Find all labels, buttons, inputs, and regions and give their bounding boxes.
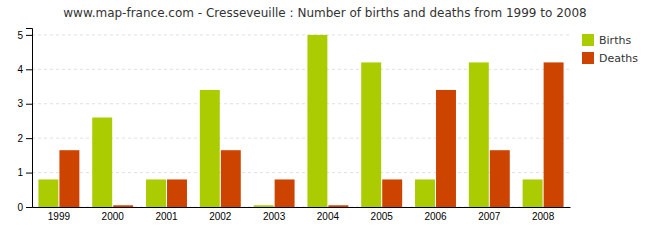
bar [469, 62, 489, 207]
grid-line [32, 172, 570, 173]
tick: 2005 [371, 211, 394, 222]
grid-line [32, 34, 570, 35]
tick-label: 2002 [209, 211, 232, 222]
axis-line [26, 29, 33, 208]
grid [32, 35, 570, 207]
tick-label: 1999 [48, 211, 71, 222]
tick-label: 5 [17, 30, 23, 41]
bar [113, 205, 133, 207]
bar [200, 90, 220, 207]
tick-line [26, 207, 32, 208]
tick-label: 2 [17, 133, 23, 144]
tick: 1999 [48, 211, 71, 222]
bar [382, 179, 402, 207]
tick: 5 [17, 30, 32, 41]
bar [146, 179, 166, 207]
tick-line [26, 173, 32, 174]
tick-line [26, 69, 32, 70]
tick-label: 3 [17, 98, 23, 109]
bar [92, 118, 112, 208]
legend-swatch [582, 52, 594, 64]
tick-line [26, 35, 32, 36]
tick-label: 2007 [478, 211, 501, 222]
tick: 2004 [317, 211, 340, 222]
tick-label: 2001 [155, 211, 178, 222]
bar [38, 179, 58, 207]
grid-line [32, 103, 570, 104]
legend-label: Deaths [599, 52, 638, 65]
tick: 2001 [155, 211, 178, 222]
legend-item: Births [582, 34, 631, 47]
bar [221, 150, 241, 207]
tick-label: 1 [17, 167, 23, 178]
bar [490, 150, 510, 207]
tick: 0 [17, 202, 32, 213]
bar [328, 205, 348, 207]
legend-swatch [582, 34, 594, 46]
bar [167, 179, 187, 207]
tick-label: 2003 [263, 211, 286, 222]
bar [59, 150, 79, 207]
tick-label: 2008 [532, 211, 555, 222]
grid-line [32, 69, 570, 70]
x-axis: 1999 2000 2001 2002 2003 2004 2005 2006 2007 2008 [33, 208, 571, 223]
tick: 4 [17, 64, 32, 75]
tick: 2 [17, 133, 32, 144]
title: www.map-france.com - Cresseveuille : Num… [63, 6, 586, 20]
grid-line [32, 138, 570, 139]
tick: 1 [17, 167, 32, 178]
chart: www.map-france.com - Cresseveuille : Num… [0, 0, 650, 229]
y-axis: 0 1 2 3 4 5 [17, 29, 32, 213]
tick: 2000 [102, 211, 125, 222]
bar [254, 205, 274, 207]
tick-label: 2005 [371, 211, 394, 222]
legend-item: Deaths [582, 52, 638, 65]
tick: 3 [17, 98, 32, 109]
bars [38, 35, 563, 207]
tick: 2006 [424, 211, 447, 222]
bar [544, 62, 564, 207]
legend: Births Deaths [582, 34, 638, 65]
tick-label: 2004 [317, 211, 340, 222]
tick-line [26, 104, 32, 105]
tick-label: 0 [17, 202, 23, 213]
bar [523, 179, 543, 207]
tick: 2008 [532, 211, 555, 222]
bar [307, 35, 327, 207]
axis-line [33, 207, 571, 208]
tick: 2007 [478, 211, 501, 222]
tick-label: 2006 [424, 211, 447, 222]
series [38, 35, 542, 207]
tick-label: 2000 [102, 211, 125, 222]
legend-label: Births [599, 34, 631, 47]
tick-label: 4 [17, 64, 23, 75]
tick: 2003 [263, 211, 286, 222]
plot: 0 1 2 3 4 5 1999 2000 2001 2002 2003 2004 2005 2006 20… [17, 29, 570, 223]
grid-line [32, 207, 570, 208]
bar [436, 90, 456, 207]
bar [275, 179, 295, 207]
series [59, 62, 563, 207]
tick-line [26, 138, 32, 139]
bar [361, 62, 381, 207]
bar [415, 179, 435, 207]
tick: 2002 [209, 211, 232, 222]
